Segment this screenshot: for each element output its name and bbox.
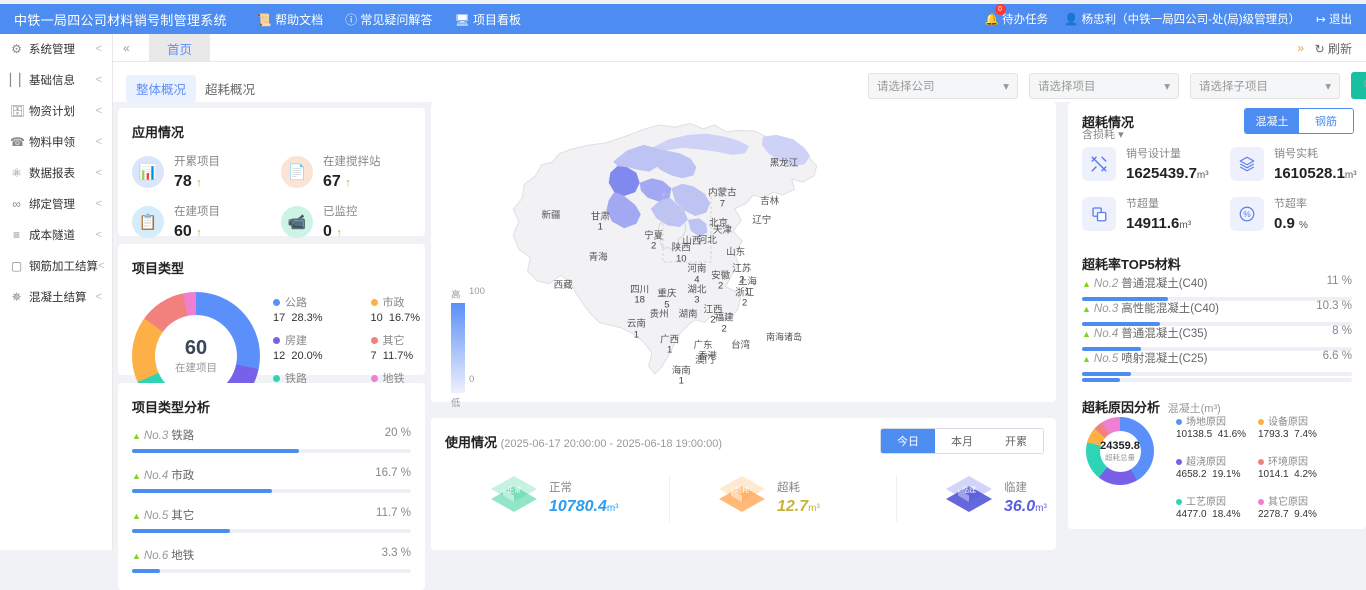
svg-text:正常: 正常 (507, 485, 521, 494)
svg-text:超耗: 超耗 (735, 485, 749, 494)
svg-text:临建: 临建 (962, 485, 976, 494)
svg-text:%: % (1243, 210, 1251, 219)
